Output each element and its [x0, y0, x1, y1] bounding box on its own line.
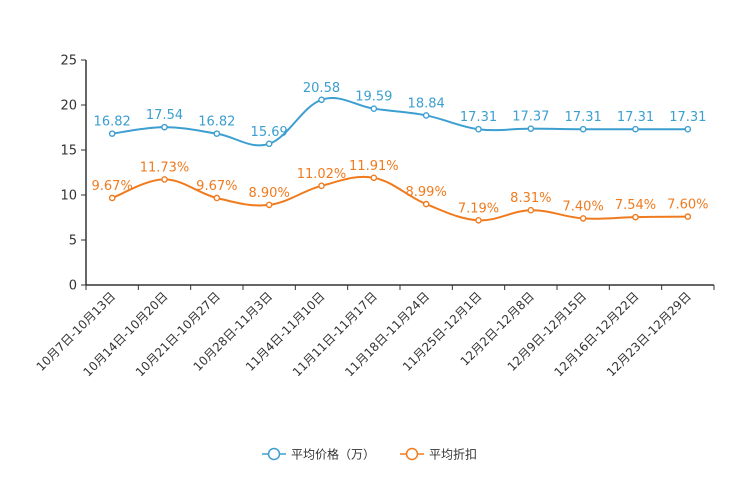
- data-point[interactable]: [632, 125, 639, 133]
- data-point[interactable]: [370, 105, 378, 112]
- legend-marker: [267, 447, 281, 461]
- data-label: 16.82: [94, 115, 131, 130]
- y-tick-label: 0: [69, 279, 77, 294]
- y-tick-label: 10: [60, 189, 77, 204]
- legend-marker: [405, 447, 419, 461]
- data-label: 8.90%: [249, 186, 290, 201]
- data-label: 20.58: [303, 81, 340, 96]
- data-label: 7.60%: [667, 198, 708, 213]
- y-tick-label: 15: [60, 144, 77, 159]
- data-point[interactable]: [684, 213, 692, 220]
- y-tick-label: 20: [60, 99, 77, 114]
- series-line: [111, 175, 688, 222]
- data-label: 11.91%: [349, 159, 399, 174]
- y-tick-label: 5: [69, 234, 77, 249]
- data-label: 17.31: [460, 110, 497, 125]
- data-label: 17.31: [669, 110, 706, 125]
- data-point[interactable]: [370, 174, 378, 182]
- data-label: 9.67%: [196, 179, 237, 194]
- data-point[interactable]: [213, 194, 221, 202]
- data-label: 11.73%: [140, 160, 190, 175]
- data-point[interactable]: [265, 201, 273, 209]
- data-point[interactable]: [318, 96, 325, 104]
- data-point[interactable]: [265, 140, 273, 148]
- data-label: 8.31%: [510, 191, 551, 206]
- series-1: 16.82 17.54 16.82 15.69 20.58 19.59 18.84 17.31…: [94, 81, 706, 148]
- data-label: 7.40%: [563, 199, 604, 214]
- data-point[interactable]: [318, 182, 325, 190]
- data-label: 17.31: [617, 110, 654, 125]
- data-point[interactable]: [422, 112, 430, 119]
- data-point[interactable]: [579, 125, 587, 133]
- data-point[interactable]: [475, 125, 482, 133]
- data-label: 7.54%: [615, 198, 656, 213]
- data-label: 19.59: [355, 90, 392, 105]
- series-line: [112, 97, 688, 147]
- y-axis: 0 5 10 15 20 25: [60, 54, 87, 294]
- data-point[interactable]: [108, 194, 116, 202]
- data-label: 9.67%: [92, 179, 133, 194]
- data-point[interactable]: [213, 130, 221, 137]
- legend-item-2[interactable]: 平均折扣: [400, 447, 477, 462]
- data-label: 16.82: [198, 115, 235, 130]
- data-label: 17.31: [565, 110, 602, 125]
- data-label: 7.19%: [458, 201, 499, 216]
- data-point[interactable]: [684, 125, 692, 133]
- data-label: 17.37: [512, 110, 549, 125]
- data-point[interactable]: [475, 216, 482, 224]
- data-point[interactable]: [632, 213, 639, 221]
- data-point[interactable]: [579, 215, 587, 222]
- data-point[interactable]: [108, 130, 116, 137]
- data-point[interactable]: [161, 176, 168, 183]
- x-axis: 10月7日-10月13日10月14日-10月20日10月21日-10月27日10…: [34, 284, 715, 379]
- data-label: 17.54: [146, 108, 183, 123]
- legend-item-1[interactable]: 平均价格（万）: [262, 447, 375, 462]
- series-2: 9.67% 11.73% 9.67% 8.90% 11.02%11.91% 8.99% 7.…: [92, 159, 708, 224]
- y-tick-label: 25: [60, 54, 77, 69]
- data-point[interactable]: [422, 200, 430, 208]
- legend-label: 平均折扣: [429, 447, 477, 462]
- legend-label: 平均价格（万）: [291, 447, 375, 462]
- data-label: 11.02%: [297, 167, 347, 182]
- data-point[interactable]: [527, 206, 535, 214]
- data-point[interactable]: [161, 123, 168, 131]
- legend[interactable]: 平均价格（万） 平均折扣: [262, 447, 477, 462]
- series-layer: 16.82 17.54 16.82 15.69 20.58 19.59 18.84 17.31…: [92, 81, 708, 224]
- data-label: 15.69: [251, 125, 288, 140]
- data-label: 8.99%: [406, 185, 447, 200]
- data-label: 18.84: [408, 96, 445, 111]
- data-point[interactable]: [527, 125, 535, 132]
